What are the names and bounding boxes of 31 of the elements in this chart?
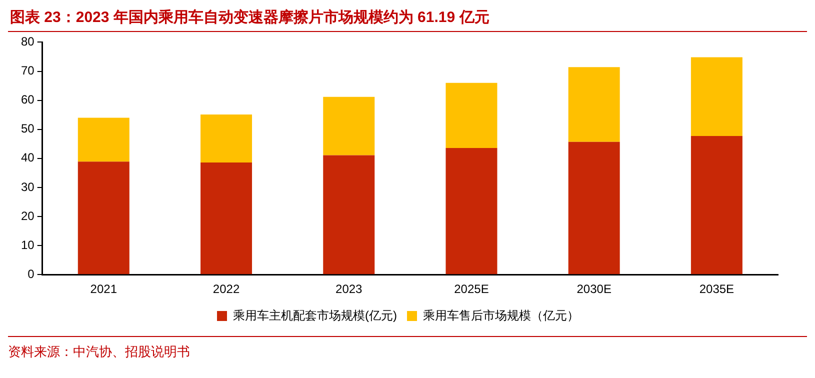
legend-label: 乘用车主机配套市场规模(亿元) bbox=[233, 308, 398, 322]
x-tick-label: 2025E bbox=[454, 282, 489, 296]
y-tick-label: 50 bbox=[20, 122, 35, 136]
bar bbox=[690, 57, 742, 136]
legend-label: 乘用车售后市场规模（亿元） bbox=[422, 308, 579, 322]
bar bbox=[200, 162, 252, 274]
y-tick-label: 70 bbox=[20, 64, 35, 78]
chart-title: 图表 23：2023 年国内乘用车自动变速器摩擦片市场规模约为 61.19 亿元 bbox=[8, 8, 807, 32]
bar bbox=[446, 82, 498, 148]
y-tick-label: 10 bbox=[20, 238, 35, 252]
bar bbox=[78, 118, 130, 162]
bar bbox=[568, 67, 620, 142]
bar bbox=[323, 155, 375, 274]
y-tick-label: 60 bbox=[20, 92, 35, 107]
bar bbox=[446, 148, 498, 274]
y-tick-label: 80 bbox=[20, 34, 35, 49]
y-tick-label: 0 bbox=[28, 266, 35, 281]
y-tick-label: 40 bbox=[20, 150, 35, 165]
bar bbox=[78, 162, 130, 274]
bar bbox=[200, 114, 252, 162]
x-tick-label: 2030E bbox=[576, 282, 612, 296]
text: 资料来源：中汽协、招股说明书 bbox=[8, 336, 807, 361]
x-tick-label: 2022 bbox=[212, 282, 240, 296]
x-tick-label: 2021 bbox=[90, 282, 118, 296]
bar bbox=[568, 142, 620, 274]
y-tick-label: 30 bbox=[20, 180, 35, 194]
x-tick-label: 2035E bbox=[699, 282, 734, 296]
x-tick-label: 2023 bbox=[336, 282, 363, 296]
bar bbox=[323, 96, 375, 156]
y-tick-label: 20 bbox=[20, 208, 35, 223]
bar bbox=[690, 136, 742, 274]
